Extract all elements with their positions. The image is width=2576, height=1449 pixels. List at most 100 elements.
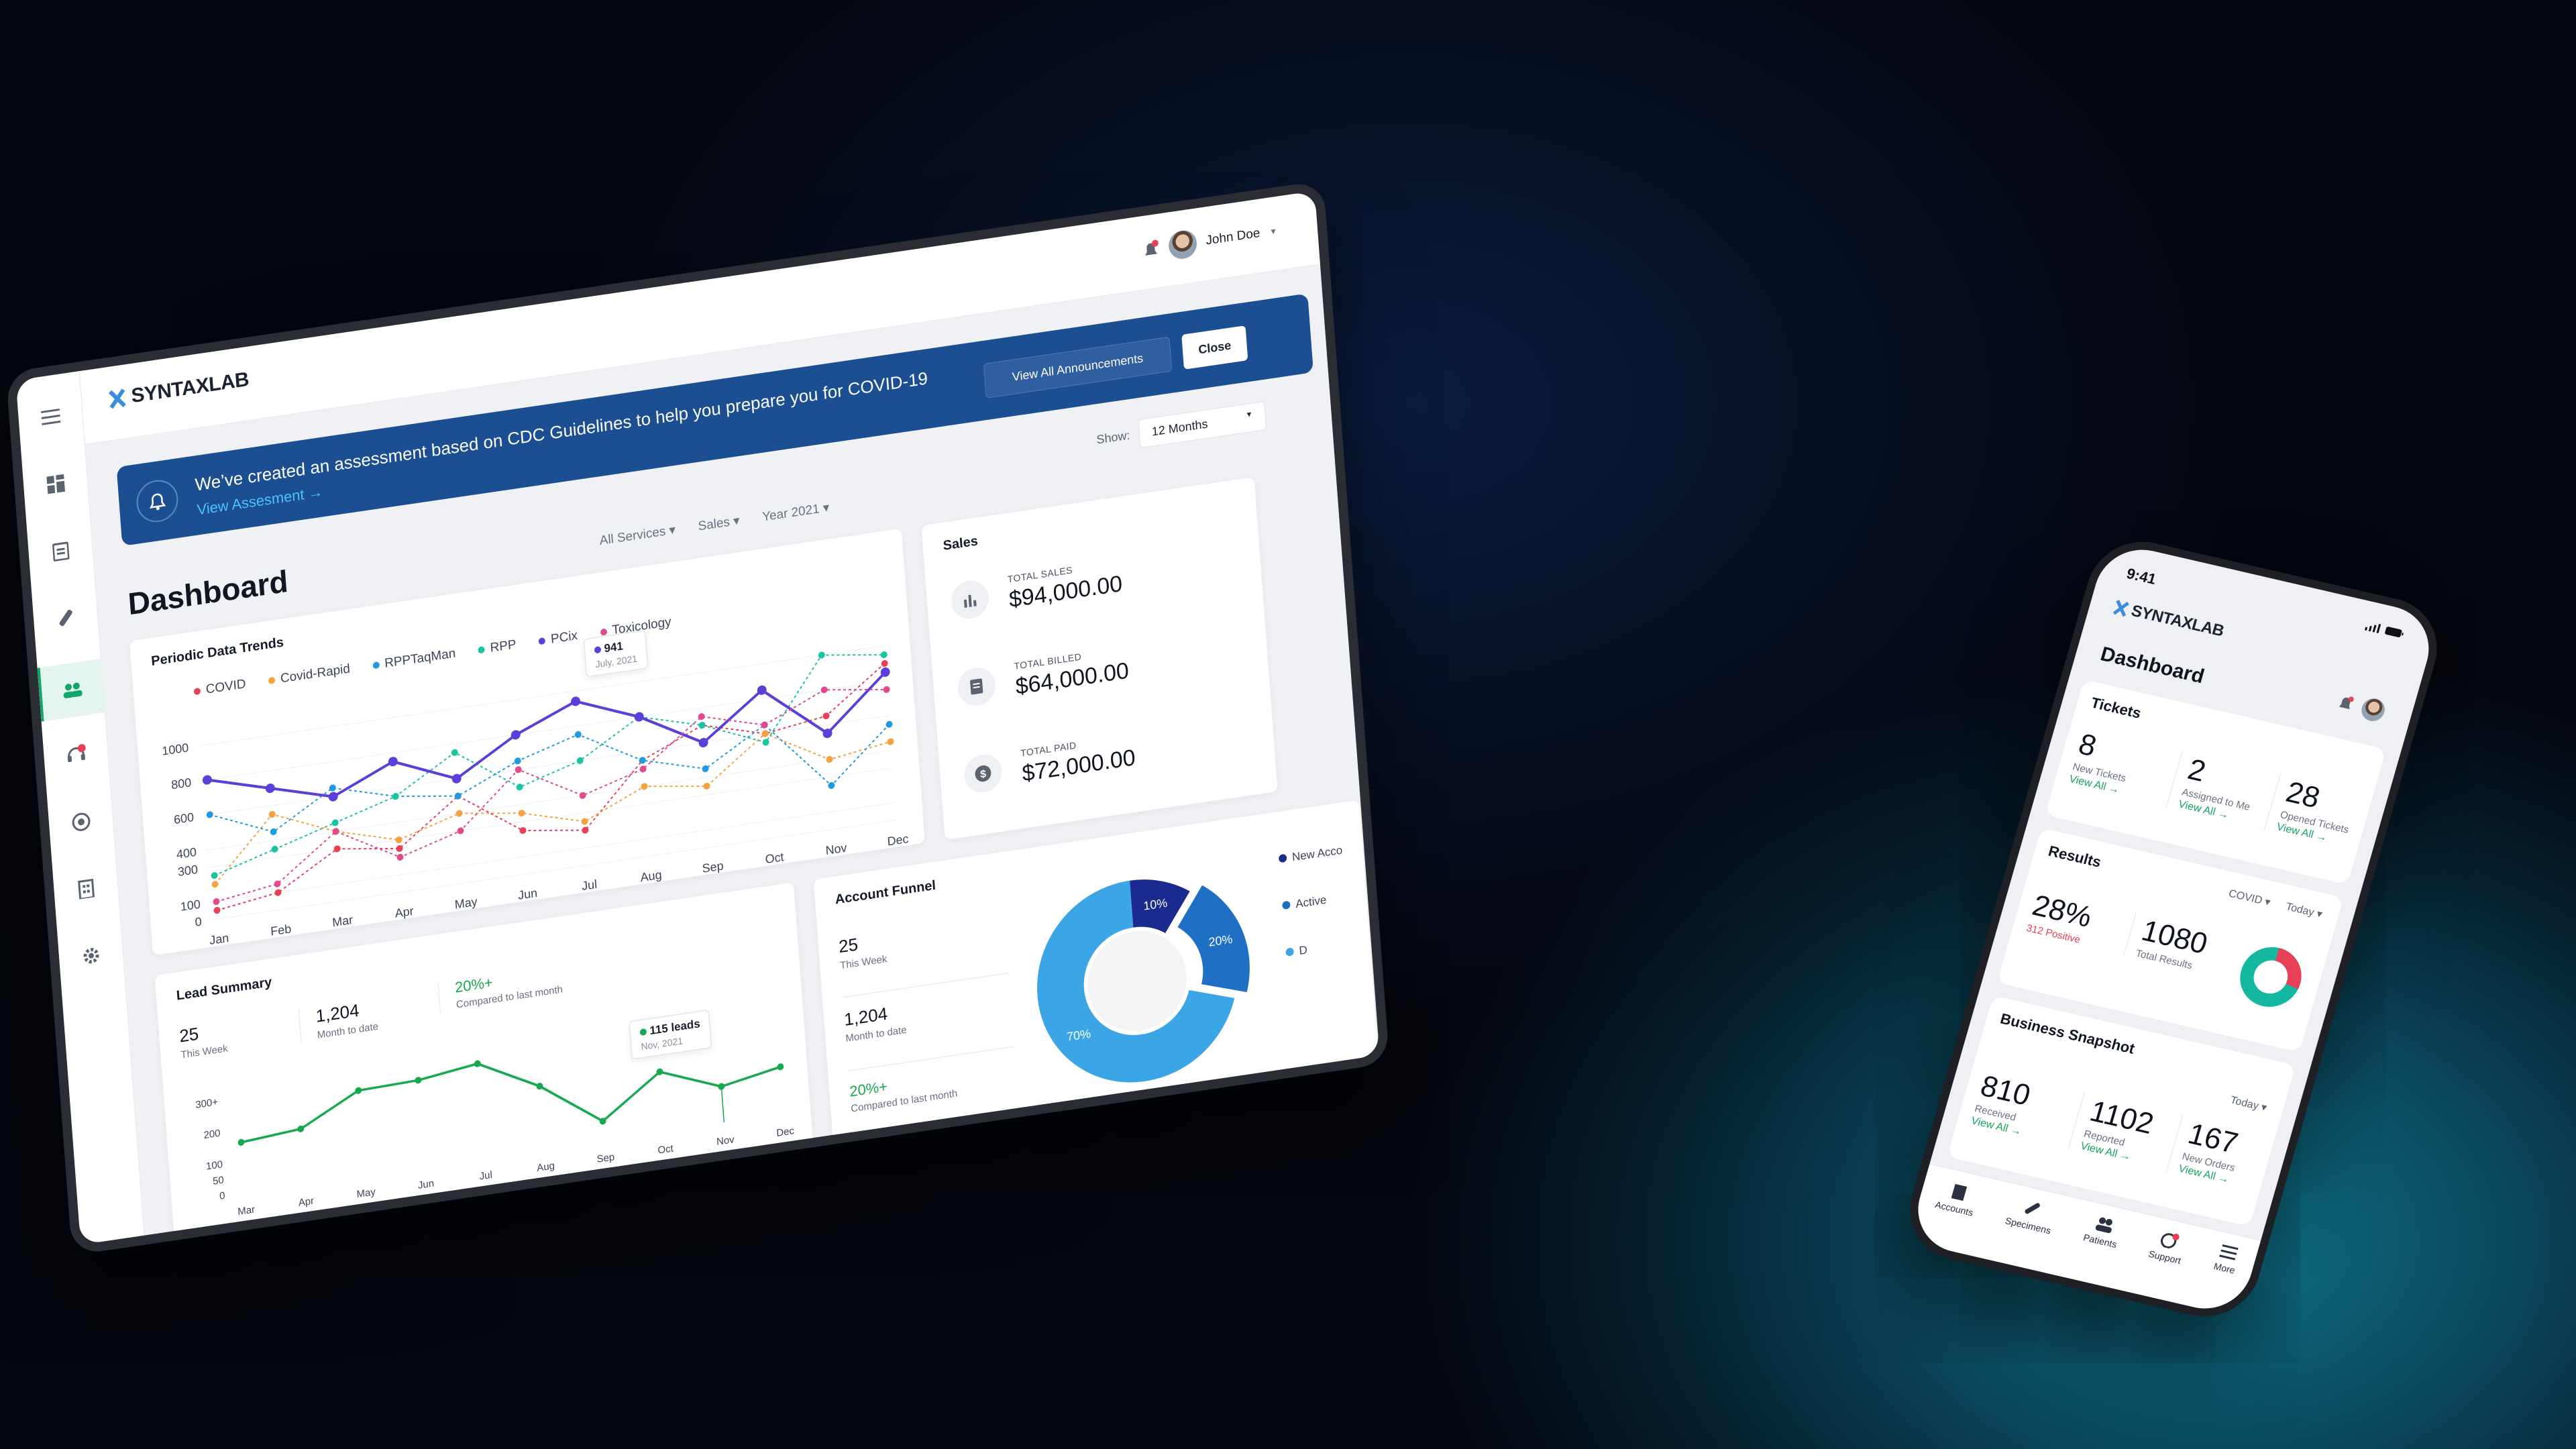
data-point[interactable] [268, 810, 276, 818]
data-point[interactable] [883, 686, 890, 693]
data-point[interactable] [211, 871, 218, 879]
data-point[interactable] [457, 827, 464, 835]
data-point[interactable] [703, 782, 710, 790]
close-button[interactable]: Close [1181, 325, 1248, 370]
data-point[interactable] [518, 809, 525, 817]
data-point[interactable] [698, 721, 706, 729]
data-point[interactable] [880, 651, 888, 659]
data-point[interactable] [396, 853, 404, 861]
notification-icon[interactable] [1141, 239, 1160, 260]
data-point[interactable] [698, 737, 708, 748]
data-point[interactable] [270, 828, 277, 835]
results-test-filter[interactable]: COVID ▾ [2227, 888, 2272, 909]
data-point[interactable] [514, 757, 521, 765]
data-point[interactable] [202, 775, 212, 786]
data-point[interactable] [265, 783, 275, 794]
notification-icon[interactable] [2337, 694, 2355, 713]
test-tube-icon[interactable] [50, 601, 82, 635]
data-point[interactable] [271, 845, 278, 853]
data-point[interactable] [519, 826, 527, 835]
data-point[interactable] [887, 738, 894, 745]
data-point[interactable] [702, 765, 709, 772]
user-menu[interactable]: John Doe ▼ [1141, 217, 1279, 264]
patients-icon[interactable] [37, 658, 105, 722]
data-point[interactable] [392, 792, 399, 800]
period-select[interactable]: 12 Months ▼ [1138, 400, 1267, 449]
data-point[interactable] [826, 755, 833, 763]
data-point[interactable] [822, 712, 830, 720]
data-point[interactable] [818, 651, 825, 659]
tab-more[interactable]: More [2202, 1244, 2241, 1313]
data-point[interactable] [582, 826, 589, 834]
data-point[interactable] [355, 1087, 362, 1094]
view-all-announcements-button[interactable]: View All Announcements [983, 336, 1173, 399]
brand-logo[interactable]: SYNTAXLAB [108, 368, 250, 411]
data-point[interactable] [451, 749, 458, 756]
dashboard-icon[interactable] [40, 468, 72, 501]
data-point[interactable] [881, 659, 888, 667]
data-point[interactable] [579, 792, 586, 799]
data-point[interactable] [297, 1125, 305, 1132]
data-point[interactable] [762, 739, 769, 746]
data-point[interactable] [536, 1082, 543, 1090]
data-point[interactable] [581, 818, 588, 825]
sales-filter[interactable]: Sales ▾ [697, 513, 741, 534]
data-point[interactable] [574, 731, 582, 739]
data-point[interactable] [332, 828, 339, 835]
phone-avatar[interactable] [2359, 696, 2387, 724]
data-point[interactable] [634, 712, 644, 722]
data-point[interactable] [237, 1138, 245, 1146]
data-point[interactable] [274, 889, 282, 896]
data-point[interactable] [516, 784, 523, 791]
data-point[interactable] [328, 792, 338, 802]
tab-specimens[interactable]: Specimens [1994, 1196, 2057, 1272]
data-point[interactable] [329, 784, 336, 792]
data-point[interactable] [213, 906, 221, 914]
menu-icon[interactable] [35, 400, 66, 434]
donut-slice[interactable] [1130, 872, 1193, 938]
data-point[interactable] [474, 1060, 481, 1067]
data-point[interactable] [656, 1068, 663, 1075]
snapshot-filter[interactable]: Today ▾ [2229, 1094, 2269, 1114]
target-icon[interactable] [66, 805, 97, 839]
avatar[interactable] [1167, 228, 1198, 261]
data-point[interactable] [761, 721, 768, 729]
data-point[interactable] [822, 728, 833, 739]
data-point[interactable] [455, 810, 463, 817]
data-point[interactable] [641, 783, 648, 790]
gear-icon[interactable] [76, 939, 107, 973]
data-point[interactable] [274, 880, 281, 888]
tab-patients[interactable]: Patients [2072, 1214, 2123, 1286]
data-point[interactable] [576, 757, 584, 764]
data-point[interactable] [761, 730, 769, 737]
data-point[interactable] [885, 720, 893, 728]
building-icon[interactable] [70, 872, 102, 906]
data-point[interactable] [333, 845, 341, 853]
data-point[interactable] [515, 766, 522, 773]
results-period-filter[interactable]: Today ▾ [2284, 901, 2324, 921]
data-point[interactable] [757, 685, 767, 696]
data-point[interactable] [571, 696, 581, 706]
data-point[interactable] [415, 1077, 422, 1084]
tab-support[interactable]: Support [2137, 1229, 2188, 1301]
data-point[interactable] [206, 811, 213, 818]
year-filter[interactable]: Year 2021 ▾ [761, 500, 830, 525]
data-point[interactable] [213, 898, 220, 906]
data-point[interactable] [395, 836, 402, 843]
data-point[interactable] [331, 819, 339, 826]
donut-slice[interactable] [1175, 879, 1252, 1002]
data-point[interactable] [396, 845, 403, 852]
phone-logo[interactable]: SYNTAXLAB [2112, 598, 2226, 641]
data-point[interactable] [828, 782, 835, 789]
data-point[interactable] [451, 773, 462, 784]
data-point[interactable] [698, 712, 705, 720]
data-point[interactable] [639, 757, 646, 764]
data-point[interactable] [777, 1063, 784, 1071]
data-point[interactable] [820, 686, 828, 694]
services-filter[interactable]: All Services ▾ [599, 523, 676, 548]
data-point[interactable] [880, 667, 890, 678]
clipboard-icon[interactable] [45, 534, 76, 568]
support-icon[interactable] [60, 738, 92, 771]
data-point[interactable] [454, 792, 462, 800]
data-point[interactable] [211, 880, 219, 888]
